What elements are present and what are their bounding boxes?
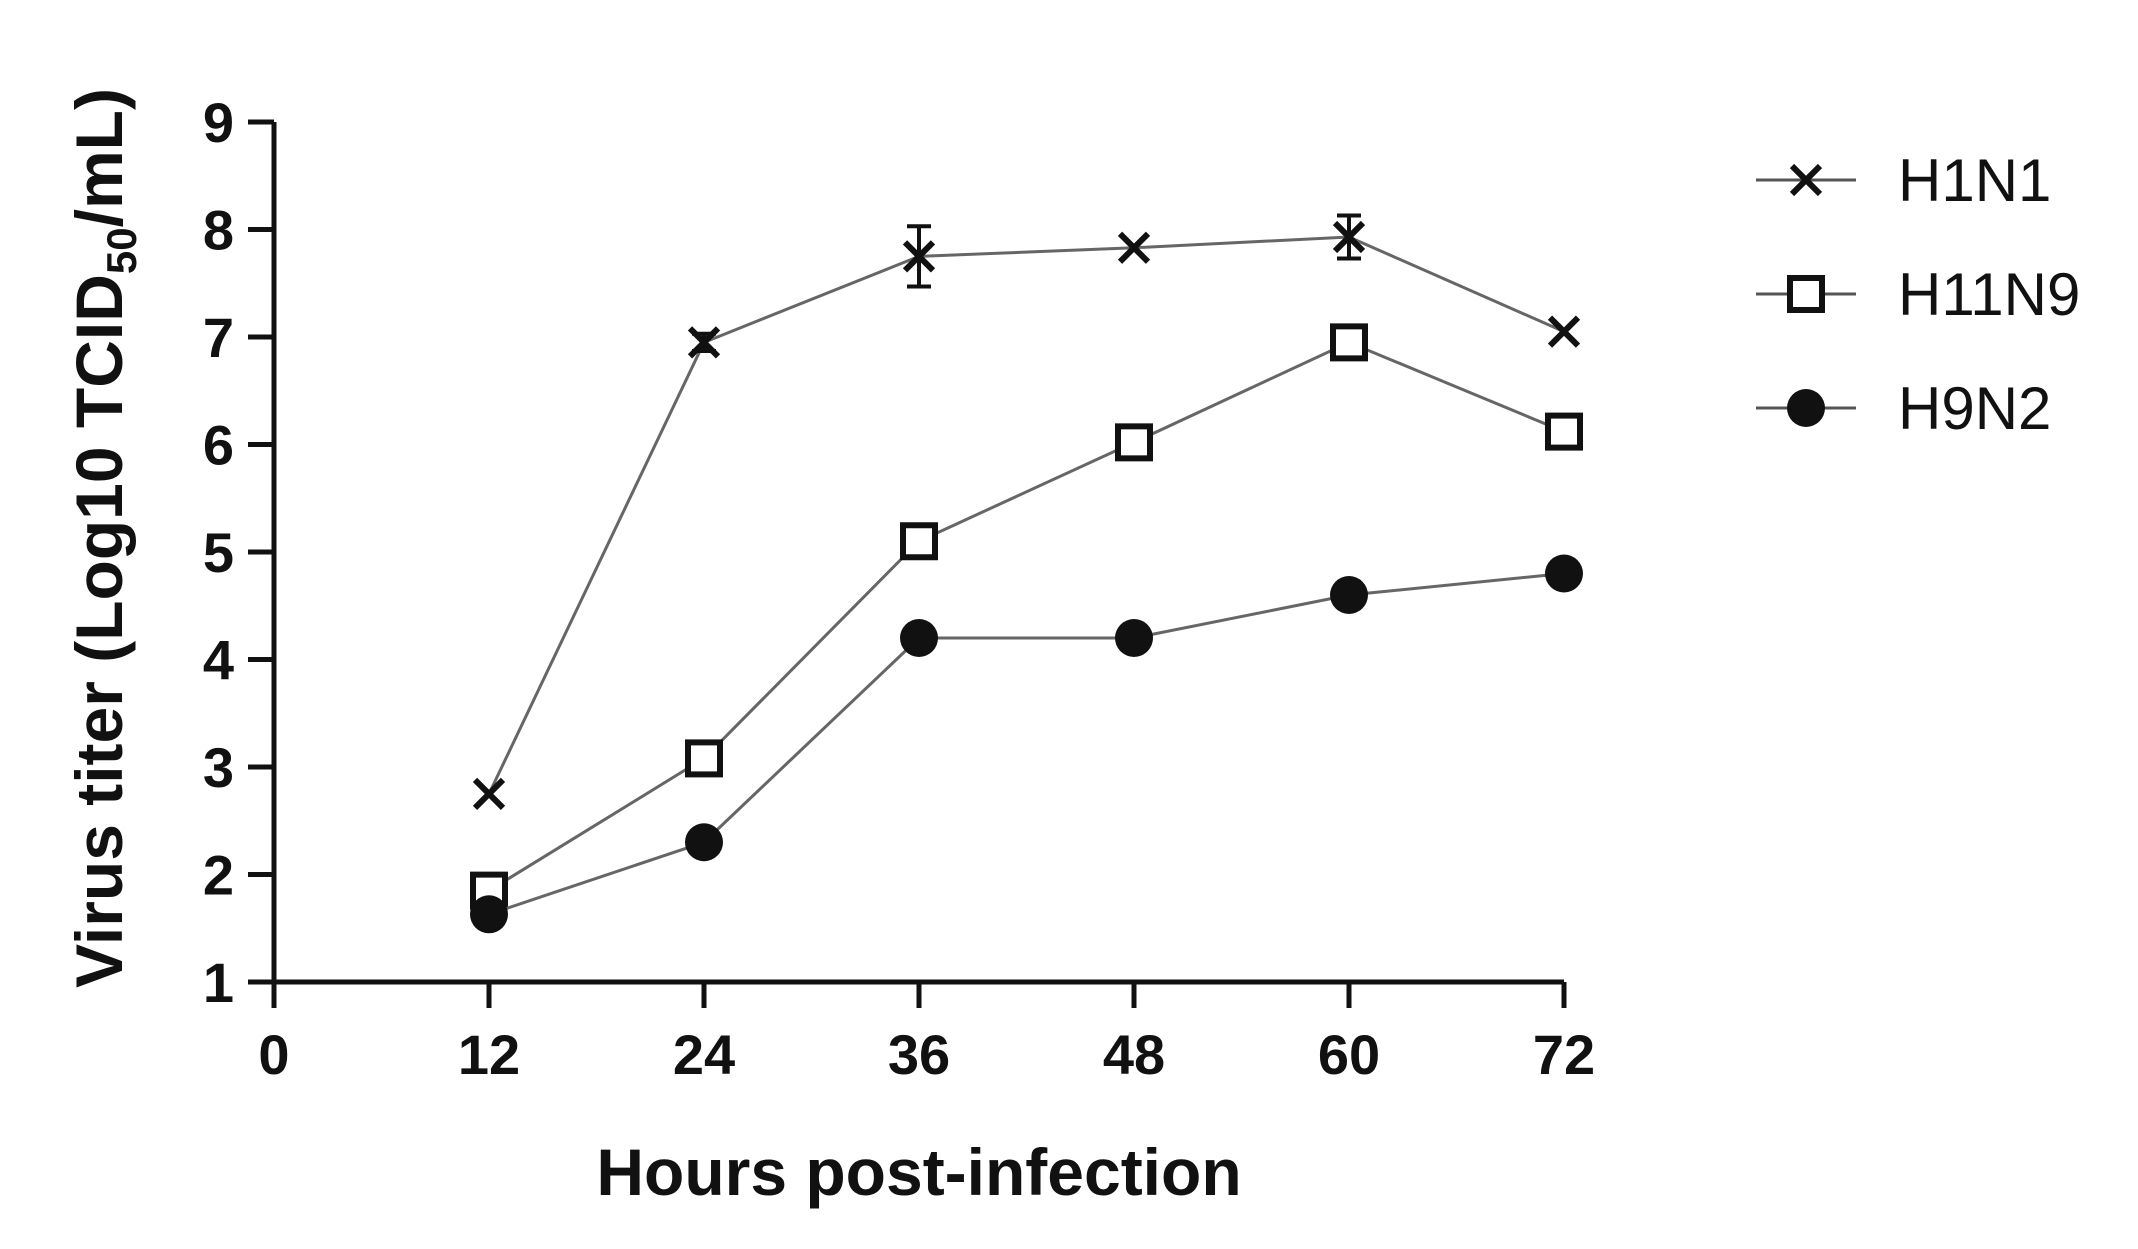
data-point-h1n1	[1332, 220, 1366, 254]
legend-marker-h9n2	[1787, 389, 1825, 427]
x-tick-label: 48	[1103, 1023, 1165, 1086]
x-tick-label: 60	[1318, 1023, 1380, 1086]
y-tick-label: 2	[203, 844, 234, 907]
series-line-h1n1	[487, 235, 1565, 795]
data-point-h11n9	[1115, 423, 1153, 462]
legend: H1N1 H11N9 H9N2	[1756, 147, 2080, 442]
data-point-h1n1	[902, 240, 936, 273]
x-tick-label: 36	[888, 1023, 950, 1086]
legend-item-h11n9: H11N9	[1756, 261, 2080, 328]
x-ticks: 0 12 24 36 48 60 72	[258, 982, 1595, 1086]
data-point-h9n2	[1330, 576, 1368, 614]
y-tick-label: 7	[203, 306, 234, 369]
legend-marker-h1n1	[1789, 163, 1823, 197]
legend-item-h9n2: H9N2	[1756, 375, 2051, 442]
data-point-h1n1	[472, 777, 506, 810]
x-tick-label: 24	[673, 1023, 735, 1086]
data-point-h11n9	[1330, 323, 1368, 362]
data-point-h11n9	[1545, 412, 1583, 451]
x-tick-label: 72	[1533, 1023, 1595, 1086]
data-point-h11n9	[900, 522, 938, 561]
legend-label-h9n2: H9N2	[1898, 375, 2051, 442]
data-point-h9n2	[1115, 619, 1153, 657]
y-tick-label: 1	[203, 951, 234, 1014]
y-ticks: 1 2 3 4 5 6 7 8 9	[203, 91, 274, 1014]
x-axis-title: Hours post-infection	[596, 1135, 1241, 1209]
data-point-h1n1	[1117, 231, 1151, 264]
legend-label-h11n9: H11N9	[1898, 261, 2080, 328]
legend-label-h1n1: H1N1	[1898, 147, 2051, 214]
y-tick-label: 4	[203, 629, 234, 692]
y-tick-label: 6	[203, 414, 234, 477]
data-point-h9n2	[470, 895, 508, 934]
y-axis-title: Virus titer (Log10 TCID50/mL)	[62, 88, 145, 988]
y-tick-label: 9	[203, 91, 234, 154]
data-point-h9n2	[900, 619, 938, 657]
series-layer	[470, 213, 1583, 934]
data-point-h1n1	[1547, 315, 1581, 348]
series-h11n9	[470, 323, 1583, 910]
series-h9n2	[470, 554, 1583, 934]
series-h1n1	[472, 213, 1581, 810]
y-axis-title-prefix: Virus titer (Log10 TCID	[62, 274, 136, 988]
data-point-h1n1	[687, 326, 721, 359]
series-line-h9n2	[488, 572, 1565, 916]
x-tick-label: 0	[258, 1023, 289, 1086]
data-point-h9n2	[685, 823, 723, 862]
y-tick-label: 5	[203, 521, 234, 584]
y-tick-label: 3	[203, 736, 234, 799]
legend-item-h1n1: H1N1	[1756, 147, 2051, 214]
x-tick-label: 12	[458, 1023, 520, 1086]
y-axis-title-subscript: 50	[98, 227, 145, 274]
legend-marker-h11n9	[1787, 275, 1825, 313]
y-tick-label: 8	[203, 199, 234, 262]
y-axis-title-suffix: /mL)	[62, 88, 136, 227]
data-point-h9n2	[1545, 554, 1583, 593]
series-line-h11n9	[488, 340, 1565, 892]
data-point-h11n9	[685, 739, 723, 778]
